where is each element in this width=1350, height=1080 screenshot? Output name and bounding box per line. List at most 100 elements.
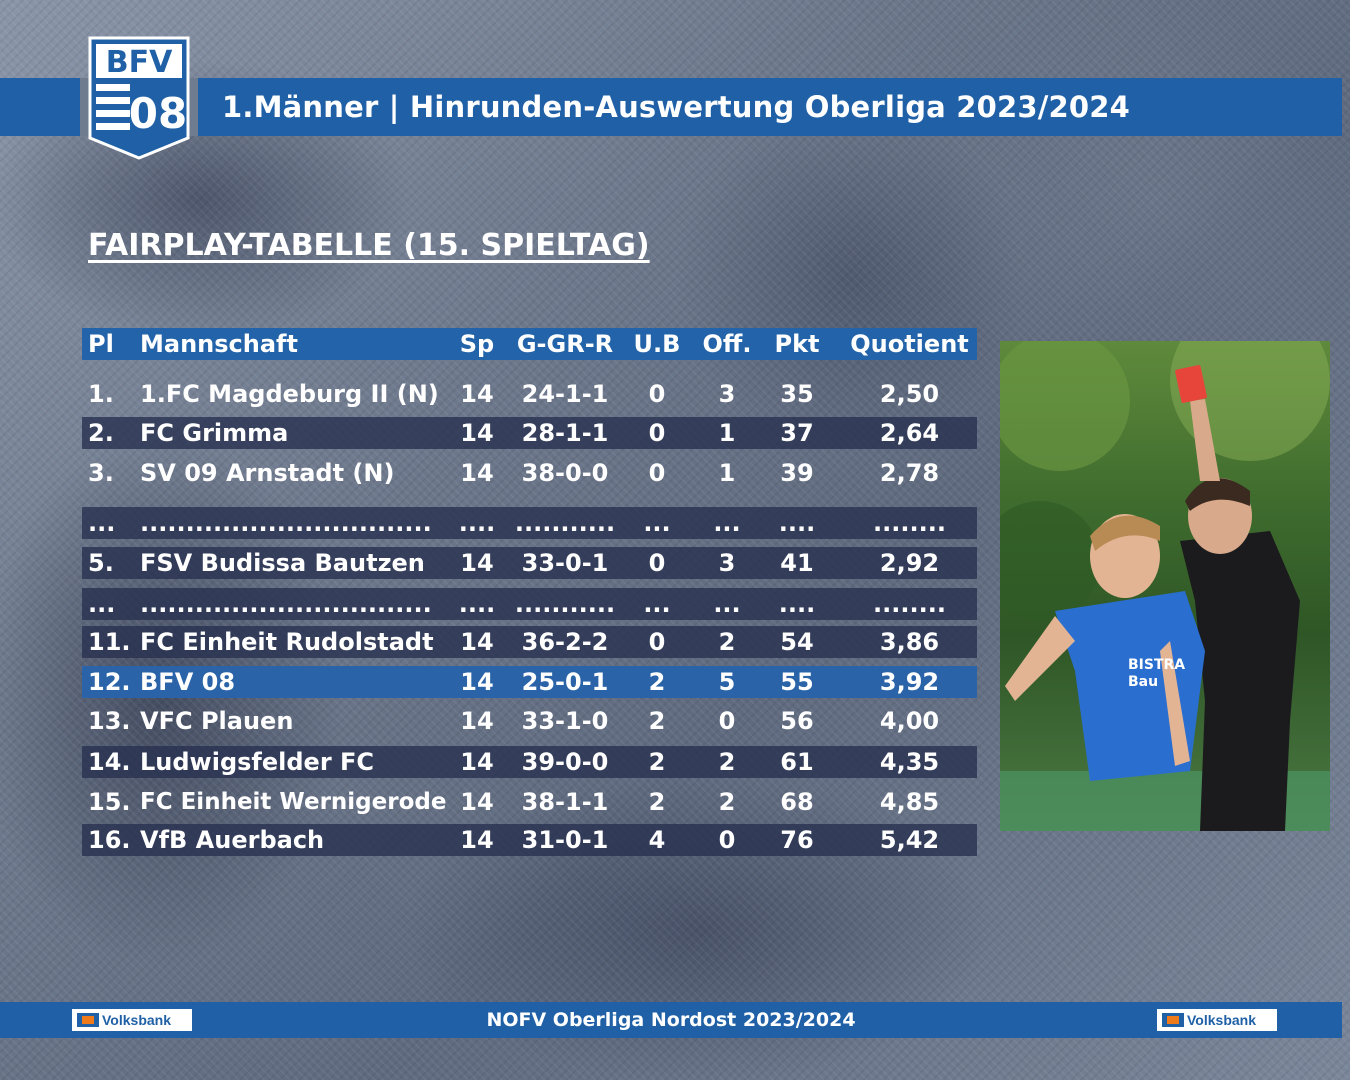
cell-quotient: 5,42 [879,826,940,854]
cell-off: 5 [718,668,736,696]
sponsor-left-text: Volksbank [102,1012,171,1028]
cell-ub: 2 [648,748,666,776]
jersey-text-2: Bau [1128,674,1158,690]
table-row-ellipsis: ... ................................ ...… [82,588,977,620]
col-header-quotient: Quotient [850,330,969,358]
cell-cards: 31-0-1 [521,826,609,854]
col-header-pl: Pl [88,330,114,358]
cell-ub: 0 [648,419,666,447]
cell-pl: 11. [88,628,131,656]
cell-cards: 24-1-1 [521,380,609,408]
sponsor-logo-right: Volksbank [1157,1009,1277,1031]
cell-quotient: ........ [873,509,946,537]
cell-sp: .... [458,590,496,618]
table-row: 5. FSV Budissa Bautzen 14 33-0-1 0 3 41 … [82,547,977,579]
cell-cards: 25-0-1 [521,668,609,696]
cell-off: 1 [718,419,736,447]
photo-illustration: BISTRA Bau [1000,341,1330,831]
section-title: FAIRPLAY-TABELLE (15. SPIELTAG) [88,228,650,263]
cell-cards: 33-1-0 [521,707,609,735]
cell-ub: 0 [648,549,666,577]
table-row: 16. VfB Auerbach 14 31-0-1 4 0 76 5,42 [82,824,977,856]
cell-sp: 14 [460,419,494,447]
table-row: 11. FC Einheit Rudolstadt 14 36-2-2 0 2 … [82,626,977,658]
cell-pl: 15. [88,788,131,816]
cell-team: FSV Budissa Bautzen [140,549,425,577]
col-header-cards: G-GR-R [516,330,614,358]
cell-ub: 2 [648,707,666,735]
cell-pl: 5. [88,549,114,577]
cell-pkt: 54 [780,628,814,656]
sponsor-right-text: Volksbank [1187,1012,1256,1028]
cell-off: ... [713,509,741,537]
cell-team: FC Grimma [140,419,289,447]
cell-pl: 12. [88,668,131,696]
cell-pl: ... [88,509,116,537]
footer-league-text: NOFV Oberliga Nordost 2023/2024 [486,1009,856,1031]
cell-quotient: 3,86 [879,628,940,656]
cell-sp: 14 [460,826,494,854]
cell-pkt: 55 [780,668,814,696]
cell-team: FC Einheit Rudolstadt [140,628,434,656]
table-row-ellipsis: ... ................................ ...… [82,507,977,539]
cell-cards: 28-1-1 [521,419,609,447]
col-header-ub: U.B [633,330,681,358]
cell-pkt: 41 [780,549,814,577]
logo-text-top: BFV [106,45,173,80]
cell-ub: 0 [648,459,666,487]
col-header-team: Mannschaft [140,330,298,358]
page-title: 1.Männer | Hinrunden-Auswertung Oberliga… [222,90,1131,124]
cell-cards: ........... [514,590,616,618]
table-row: 2. FC Grimma 14 28-1-1 0 1 37 2,64 [82,417,977,449]
cell-off: 2 [718,788,736,816]
col-header-sp: Sp [459,330,495,358]
cell-ub: 0 [648,380,666,408]
cell-pl: 13. [88,707,131,735]
cell-team: VFC Plauen [140,707,294,735]
cell-sp: 14 [460,668,494,696]
cell-quotient: 4,00 [879,707,940,735]
referee-red-card-photo: BISTRA Bau [1000,341,1330,831]
cell-team: ................................ [140,590,432,618]
cell-ub: 2 [648,788,666,816]
table-row: 15. FC Einheit Wernigerode 14 38-1-1 2 2… [82,786,977,818]
jersey-text-1: BISTRA [1128,657,1185,673]
cell-quotient: 4,85 [879,788,940,816]
sponsor-logo-left: Volksbank [72,1009,192,1031]
cell-ub: 0 [648,628,666,656]
cell-sp: 14 [460,748,494,776]
cell-pl: 16. [88,826,131,854]
cell-pkt: 37 [780,419,814,447]
volksbank-icon [77,1013,99,1027]
cell-off: 1 [718,459,736,487]
cell-quotient: 2,92 [879,549,940,577]
cell-pl: 3. [88,459,114,487]
cell-pkt: 35 [780,380,814,408]
cell-pkt: .... [778,590,816,618]
footer-bar [0,1002,1342,1038]
cell-ub: ... [643,509,671,537]
club-logo: BFV 08 [88,36,190,160]
cell-quotient: 2,78 [879,459,940,487]
cell-off: 2 [718,748,736,776]
cell-ub: 4 [648,826,666,854]
cell-team: FC Einheit Wernigerode [140,789,447,815]
cell-cards: 39-0-0 [521,748,609,776]
cell-sp: 14 [460,459,494,487]
cell-team: 1.FC Magdeburg II (N) [140,380,439,408]
cell-team: Ludwigsfelder FC [140,748,375,776]
cell-pkt: 39 [780,459,814,487]
cell-team: BFV 08 [140,668,236,696]
cell-off: 3 [718,380,736,408]
cell-pkt: .... [778,509,816,537]
table-row: 14. Ludwigsfelder FC 14 39-0-0 2 2 61 4,… [82,746,977,778]
cell-cards: 38-0-0 [521,459,609,487]
col-header-off: Off. [702,330,752,358]
cell-cards: 33-0-1 [521,549,609,577]
cell-ub: ... [643,590,671,618]
cell-off: ... [713,590,741,618]
cell-sp: 14 [460,549,494,577]
cell-cards: 36-2-2 [521,628,609,656]
cell-cards: ........... [514,509,616,537]
cell-sp: 14 [460,628,494,656]
